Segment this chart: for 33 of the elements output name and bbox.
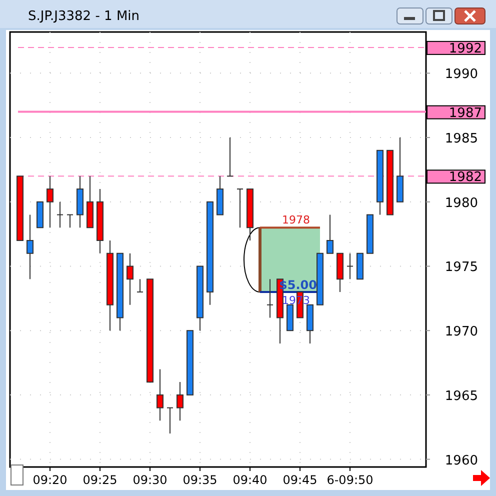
ref-line-label: 1982 — [448, 170, 482, 186]
candlestick — [136, 278, 144, 292]
y-tick-label: 1975 — [444, 260, 478, 276]
candlestick — [126, 252, 134, 306]
ref-line-label: 1992 — [448, 41, 482, 56]
y-tick-label: 1985 — [444, 132, 478, 147]
candlestick — [266, 278, 274, 318]
x-tick-label: 09:25 — [82, 473, 118, 487]
ref-line-label: 1987 — [448, 106, 482, 121]
candlestick — [156, 368, 164, 422]
y-tick-label: 1980 — [444, 196, 478, 211]
y-tick-label: 1965 — [444, 388, 478, 404]
candlestick — [56, 201, 64, 228]
candlestick — [176, 382, 184, 422]
x-tick-label: 09:35 — [182, 473, 218, 487]
x-tick-label: 6-09:50 — [326, 473, 374, 487]
y-tick-label: 1990 — [444, 67, 478, 82]
candlestick — [66, 214, 74, 228]
candlestick — [46, 176, 54, 228]
y-tick-label: 1960 — [444, 453, 478, 468]
x-tick-label: 09:20 — [32, 473, 68, 487]
candlestick — [346, 252, 354, 280]
y-tick-label: 1970 — [444, 324, 478, 340]
candlestick — [26, 214, 34, 280]
candlestick — [326, 214, 334, 254]
chart-title: S.JP.J3382 - 1 Min — [28, 9, 140, 24]
x-tick-label: 09:30 — [132, 473, 168, 487]
x-tick-label: 09:45 — [282, 473, 318, 487]
ref-line-label: 1978 — [282, 214, 310, 227]
candlestick — [226, 137, 234, 177]
candlestick — [166, 407, 174, 434]
x-tick-label: 09:40 — [232, 473, 268, 487]
candlestick — [236, 188, 244, 228]
